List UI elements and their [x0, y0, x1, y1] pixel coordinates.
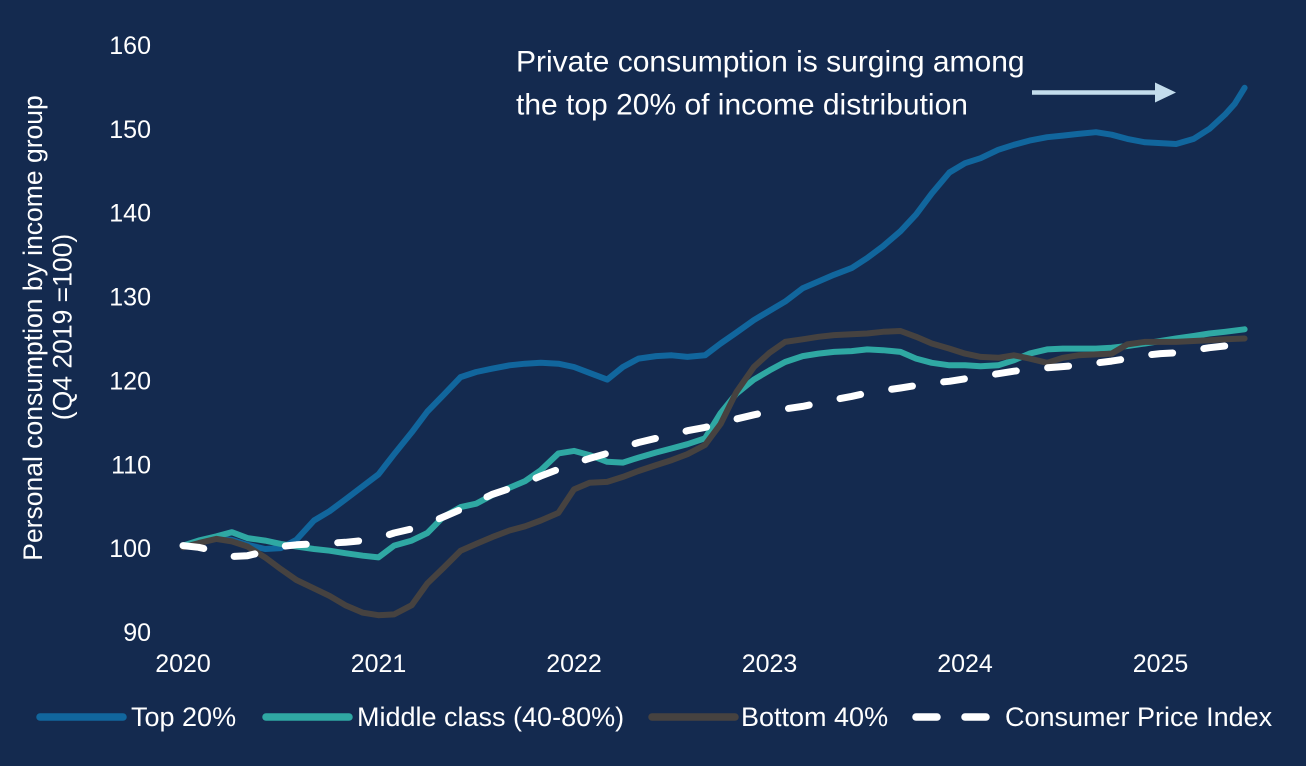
svg-text:140: 140 [109, 200, 151, 228]
svg-text:Consumer Price Index: Consumer Price Index [1005, 702, 1273, 732]
svg-text:Personal consumption by income: Personal consumption by income group [18, 95, 48, 560]
svg-text:100: 100 [109, 535, 151, 563]
svg-text:90: 90 [123, 619, 151, 647]
svg-text:160: 160 [109, 32, 151, 60]
svg-text:2023: 2023 [742, 650, 798, 678]
svg-text:2020: 2020 [155, 650, 211, 678]
svg-text:Bottom 40%: Bottom 40% [741, 702, 888, 732]
svg-text:2022: 2022 [546, 650, 602, 678]
svg-text:110: 110 [111, 451, 151, 479]
svg-text:120: 120 [109, 367, 151, 395]
svg-text:Private consumption is surging: Private consumption is surging among [516, 45, 1025, 78]
svg-text:2021: 2021 [351, 650, 407, 678]
svg-text:2024: 2024 [937, 650, 993, 678]
svg-text:the top 20% of income distribu: the top 20% of income distribution [516, 89, 968, 122]
svg-text:Middle class (40-80%): Middle class (40-80%) [357, 702, 624, 732]
svg-text:130: 130 [109, 284, 151, 312]
svg-text:(Q4 2019 =100): (Q4 2019 =100) [48, 234, 78, 420]
svg-text:Top 20%: Top 20% [131, 702, 236, 732]
svg-text:150: 150 [109, 116, 151, 144]
svg-text:2025: 2025 [1133, 650, 1189, 678]
